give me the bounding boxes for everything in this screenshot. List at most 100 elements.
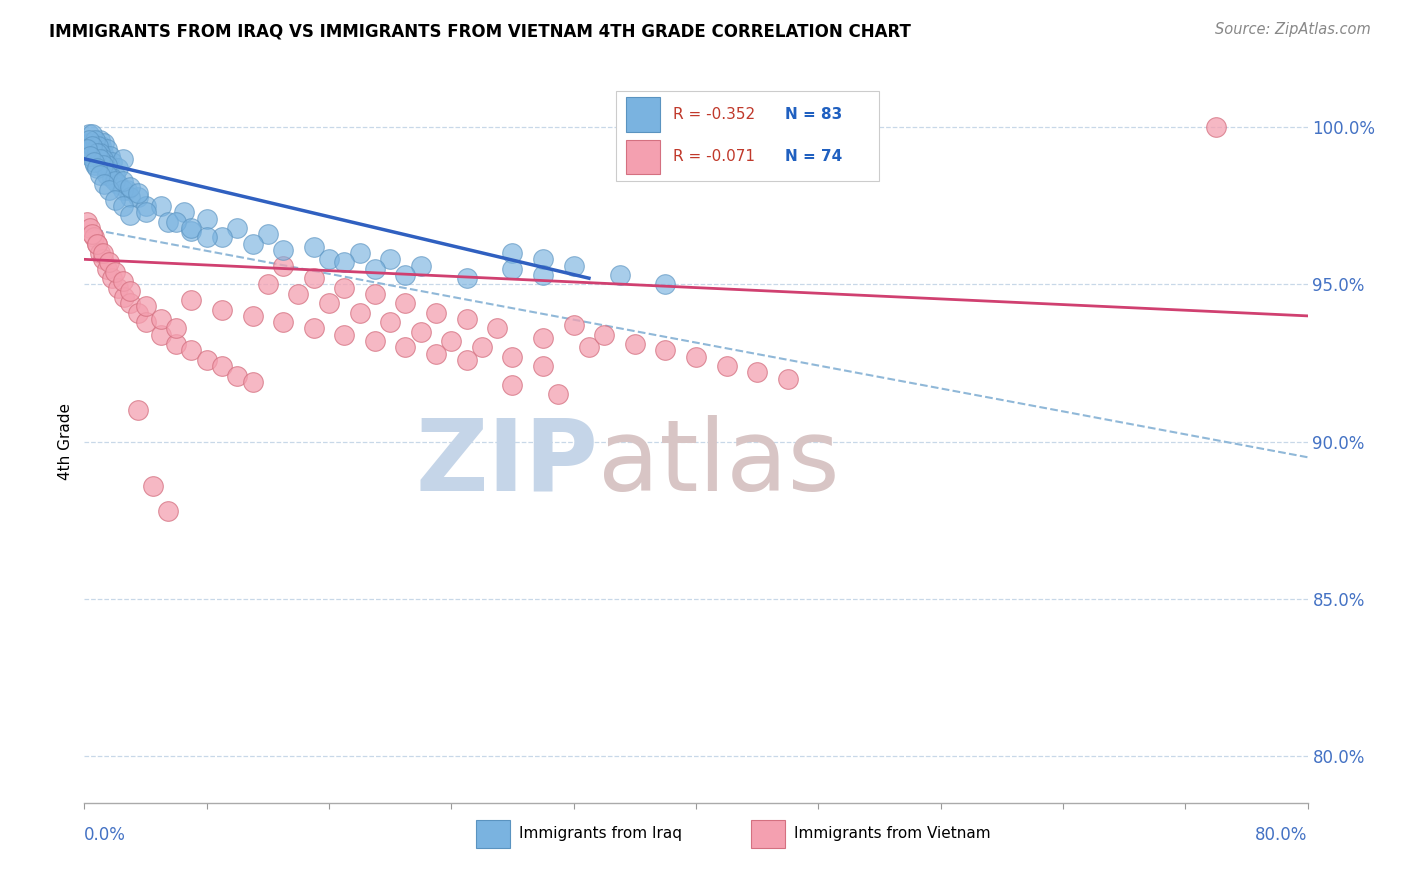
Point <box>111 174 134 188</box>
Point <box>97 183 120 197</box>
Point <box>364 261 387 276</box>
Point <box>271 315 294 329</box>
Point <box>776 372 799 386</box>
Point <box>83 152 105 166</box>
Point <box>165 337 187 351</box>
Point <box>531 331 554 345</box>
Point <box>89 246 111 260</box>
Point <box>94 152 117 166</box>
Point <box>195 352 218 367</box>
Point <box>87 139 110 153</box>
Point <box>111 274 134 288</box>
Point <box>547 387 569 401</box>
Point <box>101 155 124 169</box>
Point <box>91 145 114 160</box>
Point <box>80 139 103 153</box>
Point <box>98 149 121 163</box>
Point <box>104 265 127 279</box>
Point <box>104 193 127 207</box>
Point <box>394 340 416 354</box>
Point <box>173 205 195 219</box>
Point <box>349 306 371 320</box>
Point <box>271 259 294 273</box>
Point <box>104 174 127 188</box>
Point <box>502 378 524 392</box>
Point <box>111 152 134 166</box>
Point <box>654 277 676 292</box>
Point <box>89 152 111 166</box>
Point <box>80 145 103 160</box>
Point <box>747 366 769 380</box>
Point <box>157 214 180 228</box>
Point <box>562 318 585 333</box>
Point <box>195 211 218 226</box>
Point <box>364 334 387 348</box>
Point <box>84 158 107 172</box>
Point <box>257 277 280 292</box>
Point <box>76 142 98 156</box>
Point <box>425 346 447 360</box>
Text: R = -0.071: R = -0.071 <box>672 149 755 164</box>
Point <box>211 302 233 317</box>
Point <box>333 327 356 342</box>
Point <box>127 306 149 320</box>
Point <box>77 127 100 141</box>
Point <box>333 280 356 294</box>
Point <box>104 168 127 182</box>
Point <box>89 168 111 182</box>
Point <box>562 259 585 273</box>
Point <box>96 168 118 182</box>
Point <box>149 312 172 326</box>
Point <box>302 321 325 335</box>
Point <box>624 337 647 351</box>
Point <box>425 306 447 320</box>
Point <box>101 271 124 285</box>
Point <box>531 268 554 282</box>
Text: atlas: atlas <box>598 415 839 512</box>
Point <box>165 214 187 228</box>
Point <box>83 230 105 244</box>
Point <box>135 315 157 329</box>
Point <box>83 155 105 169</box>
Point <box>120 189 142 203</box>
Point <box>135 300 157 314</box>
Point <box>90 139 112 153</box>
Text: Immigrants from Iraq: Immigrants from Iraq <box>519 826 682 841</box>
Point <box>87 149 110 163</box>
Point <box>502 261 524 276</box>
Point <box>89 145 111 160</box>
Point <box>120 284 142 298</box>
Point <box>531 252 554 267</box>
Point <box>456 352 478 367</box>
Point <box>257 227 280 242</box>
Point <box>531 359 554 373</box>
Text: IMMIGRANTS FROM IRAQ VS IMMIGRANTS FROM VIETNAM 4TH GRADE CORRELATION CHART: IMMIGRANTS FROM IRAQ VS IMMIGRANTS FROM … <box>49 22 911 40</box>
FancyBboxPatch shape <box>626 97 661 132</box>
Point <box>394 296 416 310</box>
Point <box>89 133 111 147</box>
Point <box>502 246 524 260</box>
Point <box>211 359 233 373</box>
Point <box>242 309 264 323</box>
Text: 0.0%: 0.0% <box>84 826 127 844</box>
Point <box>456 312 478 326</box>
Y-axis label: 4th Grade: 4th Grade <box>58 403 73 480</box>
Point <box>302 240 325 254</box>
Point <box>91 252 114 267</box>
Text: 80.0%: 80.0% <box>1256 826 1308 844</box>
Point <box>409 259 432 273</box>
Point <box>333 255 356 269</box>
Point <box>86 236 108 251</box>
Point <box>86 142 108 156</box>
Point <box>157 503 180 517</box>
Point <box>165 321 187 335</box>
Point <box>195 230 218 244</box>
Point <box>716 359 738 373</box>
Point <box>79 136 101 150</box>
Point <box>394 268 416 282</box>
Point <box>80 227 103 242</box>
Point <box>76 136 98 150</box>
Point <box>142 478 165 492</box>
Point <box>77 133 100 147</box>
Point <box>409 325 432 339</box>
